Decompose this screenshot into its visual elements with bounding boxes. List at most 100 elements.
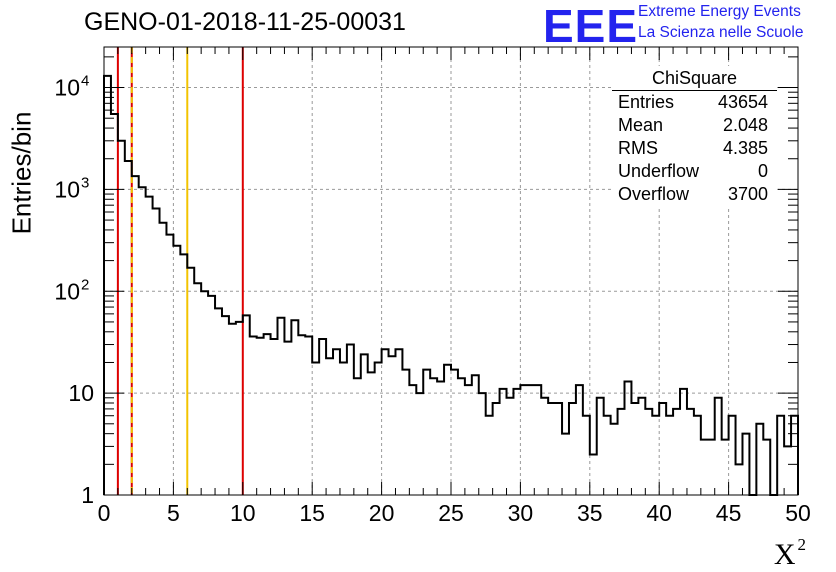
- stats-value: 4.385: [722, 138, 768, 158]
- histogram-bin: [347, 345, 354, 495]
- x-tick-label: 45: [716, 500, 742, 526]
- histogram-bin: [187, 268, 194, 495]
- y-tick-exponent: 3: [81, 174, 89, 191]
- x-tick-label: 15: [299, 500, 325, 526]
- histogram-bin: [312, 362, 319, 495]
- histogram-bin: [139, 187, 146, 495]
- histogram-bin: [430, 378, 437, 495]
- histogram-bin: [118, 141, 125, 495]
- histogram-bin: [298, 335, 305, 495]
- histogram-bin: [271, 339, 278, 495]
- y-axis-label-text: Entries/bin: [6, 111, 37, 235]
- stats-row-overflow: Overflow 3700: [618, 184, 768, 206]
- histogram-bin: [160, 223, 167, 495]
- stats-label: Overflow: [618, 184, 690, 204]
- logo-line-1: Extreme Energy Events: [638, 3, 801, 20]
- stats-row-rms: RMS 4.385: [618, 138, 768, 160]
- histogram-bin: [284, 342, 291, 495]
- stats-row-entries: Entries 43654: [618, 92, 768, 114]
- histogram-bin: [701, 440, 708, 495]
- chart-title: GENO-01-2018-11-25-00031: [84, 8, 406, 36]
- histogram-bin: [194, 283, 201, 495]
- histogram-bin: [222, 316, 229, 495]
- histogram-bin: [763, 440, 770, 495]
- histogram-bin: [618, 409, 625, 495]
- y-axis-label: Entries/bin: [2, 108, 42, 238]
- histogram-bin: [243, 315, 250, 495]
- histogram-bin: [354, 378, 361, 495]
- histogram-bin: [375, 362, 382, 495]
- axes: [103, 46, 799, 496]
- histogram-bin: [437, 382, 444, 495]
- histogram-bin: [180, 254, 187, 495]
- histogram-bin: [319, 339, 326, 495]
- histogram-bin: [708, 440, 715, 495]
- y-tick-exponent: 2: [81, 276, 89, 293]
- histogram-bin: [208, 296, 215, 495]
- histogram-bin: [333, 349, 340, 495]
- histogram-bin: [631, 403, 638, 495]
- histogram-bin: [777, 416, 784, 495]
- y-tick-label: 1: [81, 482, 94, 508]
- histogram-bin: [645, 409, 652, 495]
- histogram-bin: [104, 76, 111, 495]
- stats-divider: [612, 90, 777, 91]
- x-axis-label-text: X: [773, 538, 796, 571]
- histogram-outline: [103, 74, 799, 496]
- histogram-bin: [465, 385, 472, 495]
- histogram-bin: [715, 398, 722, 495]
- stats-label: Entries: [618, 92, 675, 112]
- x-axis-label-exponent: 2: [797, 535, 807, 554]
- histogram-bin: [389, 356, 396, 495]
- histogram-bin: [555, 403, 562, 495]
- x-tick-label: 5: [167, 500, 180, 526]
- histogram-bin: [493, 403, 500, 495]
- histogram-bin: [173, 246, 180, 495]
- x-tick-label: 35: [577, 500, 603, 526]
- stats-value: 2.048: [722, 115, 768, 135]
- y-tick-label: 10: [68, 380, 94, 406]
- histogram-bin: [576, 385, 583, 495]
- histogram-bin: [361, 354, 368, 495]
- stats-label: Underflow: [618, 161, 700, 181]
- histogram-bin: [541, 398, 548, 495]
- histogram-bin: [569, 403, 576, 495]
- histogram-bin: [680, 389, 687, 495]
- histogram-bin: [562, 434, 569, 495]
- x-tick-label: 25: [438, 500, 464, 526]
- histogram-bin: [146, 197, 153, 495]
- histogram-bin: [611, 424, 618, 495]
- x-tick-label: 20: [369, 500, 395, 526]
- histogram-bin: [382, 349, 389, 495]
- y-tick-label: 10: [54, 278, 80, 304]
- histogram-bin: [513, 389, 520, 495]
- histogram-bin: [500, 389, 507, 495]
- histogram-bin: [215, 308, 222, 495]
- y-tick-label: 10: [54, 75, 80, 101]
- histogram-bin: [722, 440, 729, 495]
- eee-logo: EEE: [543, 0, 639, 52]
- histogram-bin: [687, 409, 694, 495]
- histogram-bin: [507, 398, 514, 495]
- histogram-bin: [583, 416, 590, 495]
- stats-label: Mean: [618, 115, 664, 135]
- histogram-bin: [527, 385, 534, 495]
- histogram-bin: [638, 398, 645, 495]
- stats-value: 43654: [717, 92, 768, 112]
- y-tick-exponent: 4: [81, 73, 89, 90]
- histogram-bin: [597, 398, 604, 495]
- histogram-bin: [111, 114, 118, 495]
- histogram-bin: [166, 235, 173, 495]
- histogram-bin: [340, 362, 347, 495]
- stats-label: RMS: [618, 138, 658, 158]
- stats-value: 3700: [727, 184, 768, 204]
- histogram-bin: [736, 464, 743, 495]
- y-tick-label: 10: [54, 176, 80, 202]
- histogram-bin: [278, 318, 285, 495]
- stats-title: ChiSquare: [651, 68, 738, 88]
- histogram-bin: [742, 434, 749, 495]
- histogram-series: [103, 74, 799, 496]
- histogram-bin: [756, 424, 763, 495]
- histogram-bin: [604, 416, 611, 495]
